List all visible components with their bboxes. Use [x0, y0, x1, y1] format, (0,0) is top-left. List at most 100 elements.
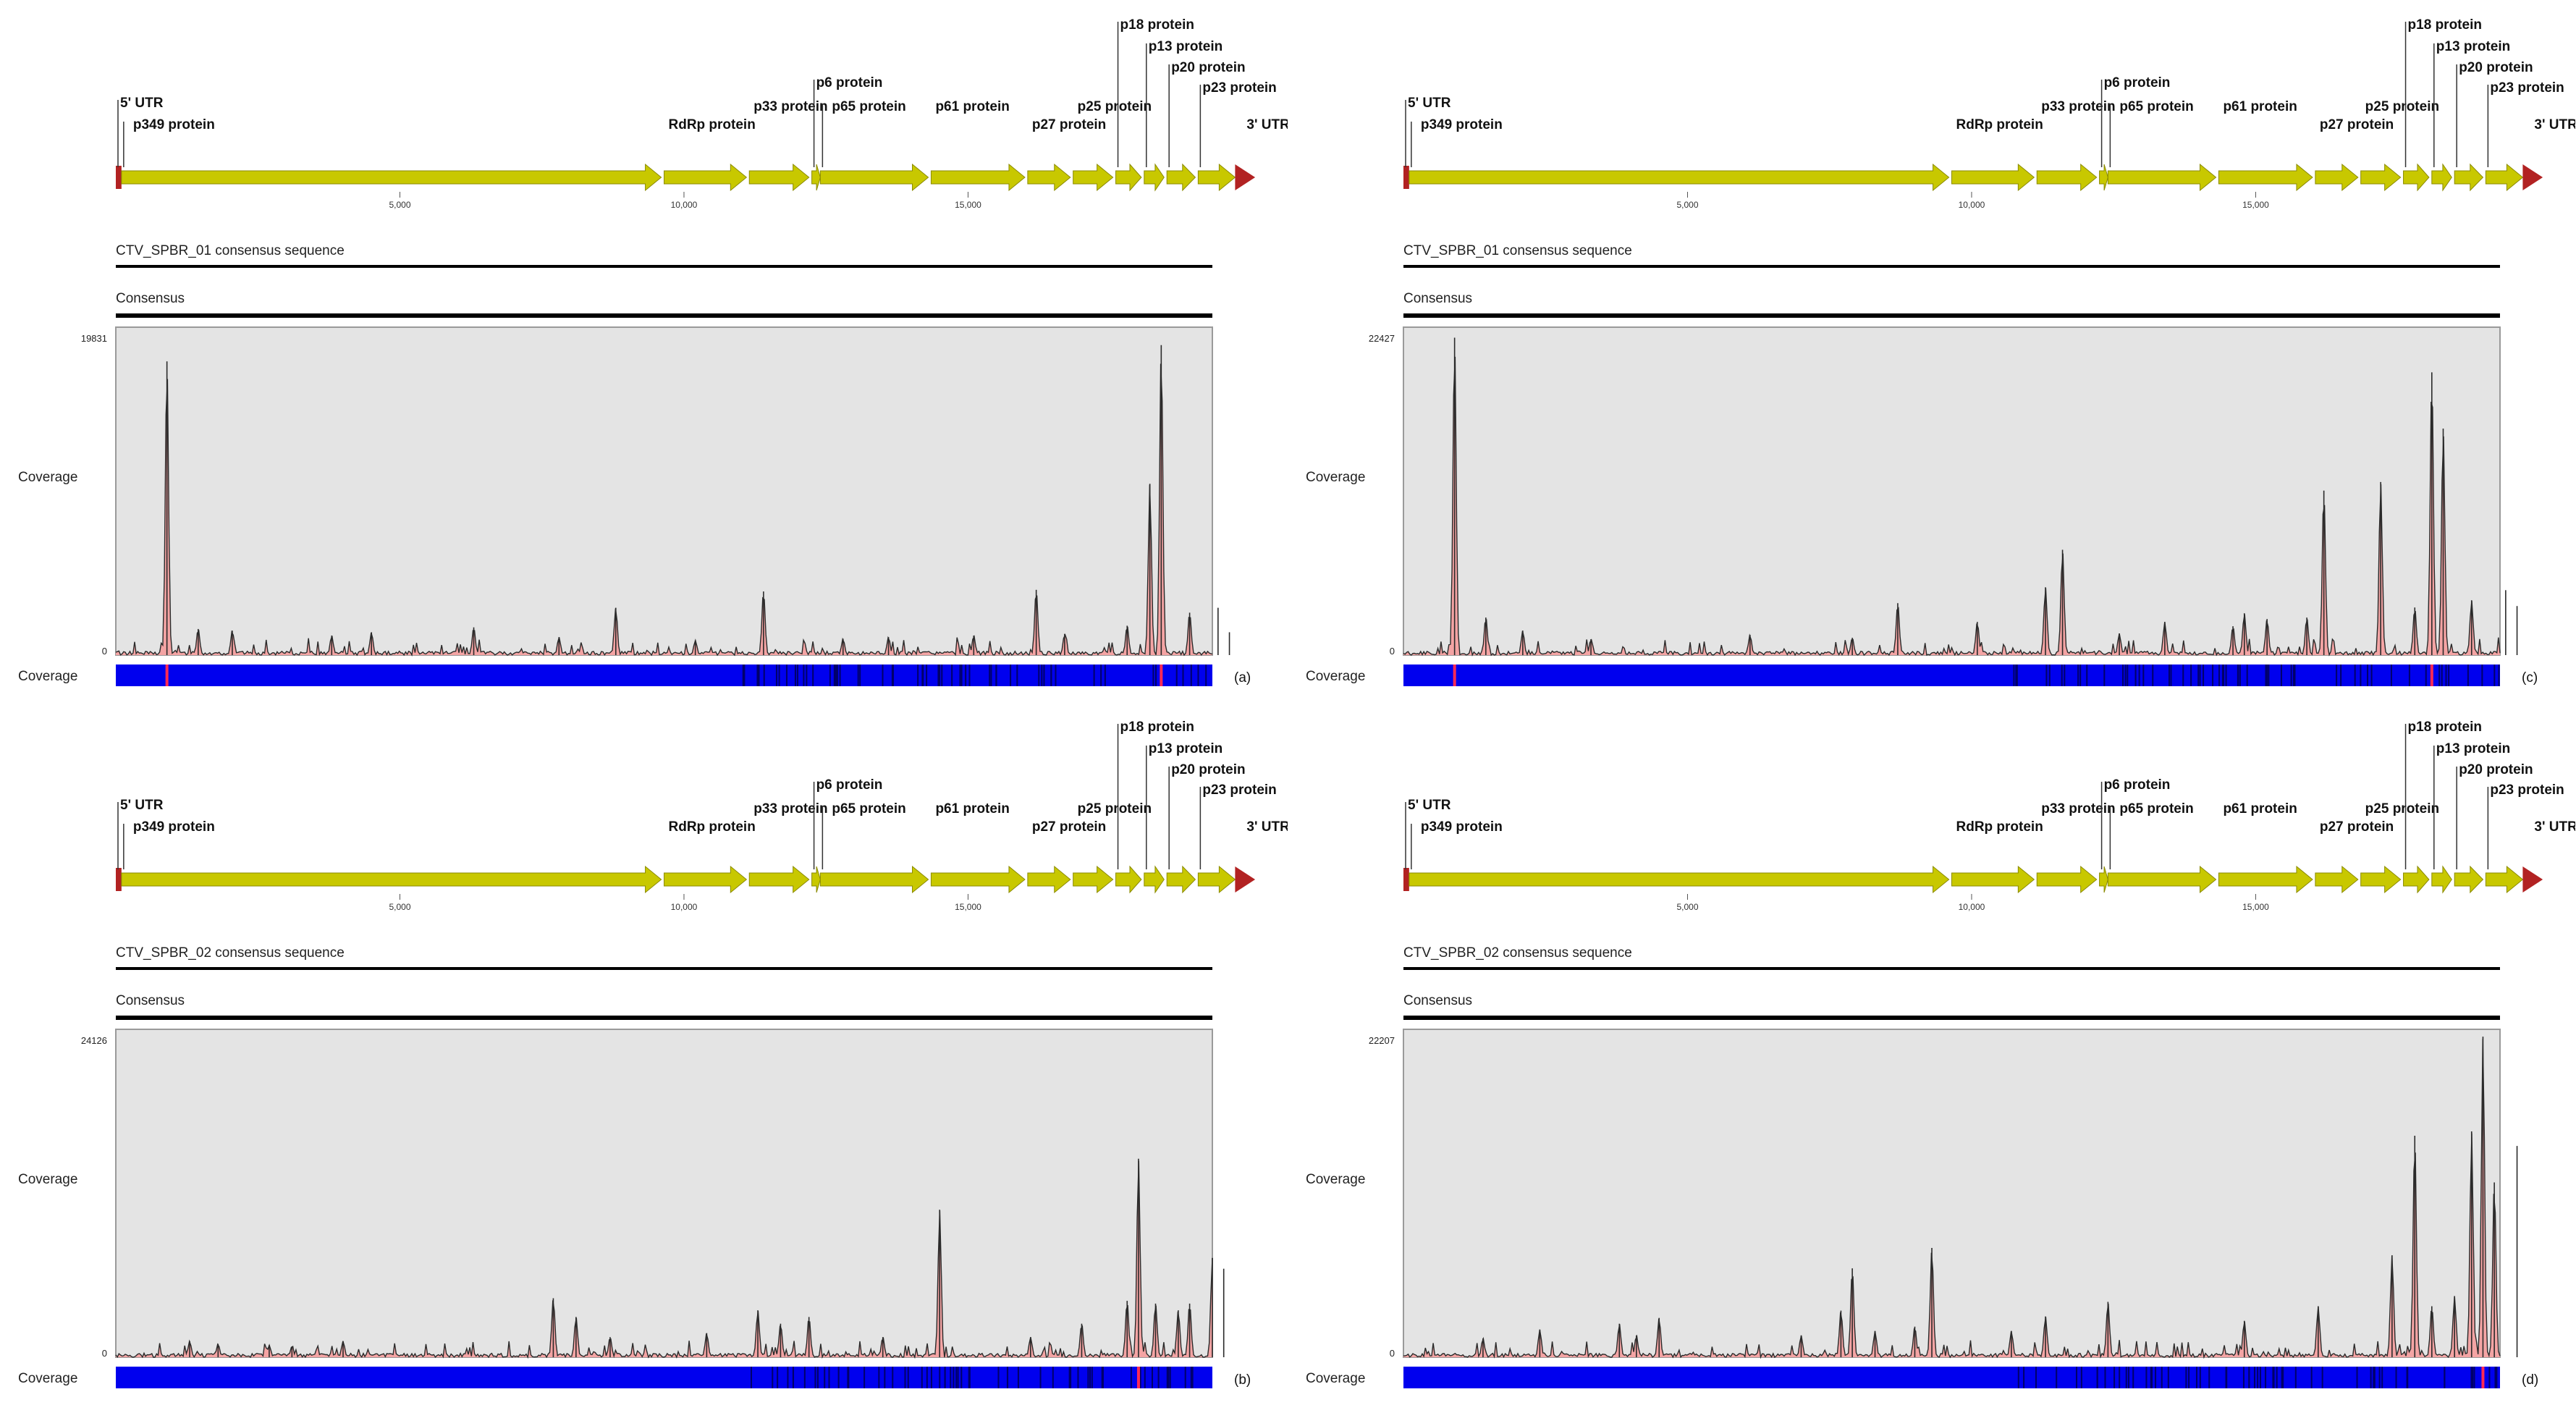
coverage-bar-tick	[2294, 664, 2296, 686]
axis-tick-label: 15,000	[955, 902, 981, 912]
coverage-bar-tick	[796, 664, 798, 686]
coverage-bar-tick	[839, 664, 841, 686]
cds-arrow	[819, 865, 929, 894]
coverage-bar-tick	[2356, 1367, 2358, 1388]
coverage-bar-tick	[1100, 664, 1102, 686]
coverage-bar-tick	[814, 1367, 816, 1388]
cds-arrow	[1409, 865, 1950, 894]
coverage-bar-tick	[2253, 1367, 2255, 1388]
coverage-bar-tick	[1055, 664, 1057, 686]
coverage-bar-tick	[829, 664, 831, 686]
coverage-bar-tick	[1016, 664, 1018, 686]
cds-arrow	[2315, 163, 2359, 192]
coverage-track	[1403, 1029, 2501, 1358]
coverage-bar-tick	[1010, 664, 1012, 686]
gene-label: p20 protein	[2459, 762, 2533, 777]
coverage-line	[115, 363, 1213, 657]
gene-label: p65 protein	[832, 99, 905, 114]
coverage-bar-tick	[836, 664, 838, 686]
gene-label: p61 protein	[935, 99, 1009, 114]
coverage-bar-tick	[944, 1367, 946, 1388]
gene-label: p6 protein	[2104, 75, 2171, 90]
coverage-bar-tick	[2381, 1367, 2383, 1388]
coverage-bar-label: Coverage	[1306, 669, 1365, 684]
coverage-bar-tick	[2272, 1367, 2274, 1388]
gene-label: p18 protein	[1120, 720, 1194, 735]
coverage-bar-tick	[1039, 1367, 1042, 1388]
coverage-bar-tick	[2208, 1367, 2210, 1388]
coverage-bar-tick	[2138, 664, 2140, 686]
coverage-bar-tick	[2221, 664, 2224, 686]
coverage-bar-tick	[960, 664, 963, 686]
coverage-bar-tick	[1139, 1367, 1141, 1388]
coverage-bar-tick	[794, 664, 796, 686]
cds-arrow	[1144, 163, 1165, 192]
cds-arrow	[748, 865, 810, 894]
coverage-bar-tick	[953, 1367, 955, 1388]
coverage-bar-tick	[2077, 664, 2079, 686]
coverage-bar-tick	[2225, 1367, 2227, 1388]
coverage-bar-tick	[2246, 664, 2248, 686]
gene-label: p23 protein	[1202, 782, 1276, 798]
gene-label: p25 protein	[1078, 99, 1152, 114]
utr-5-mark	[1403, 166, 1409, 189]
cds-arrow	[930, 865, 1026, 894]
coverage-bar-tick	[2280, 664, 2282, 686]
coverage-bar-tick	[793, 1367, 795, 1388]
cds-arrow	[1027, 163, 1071, 192]
gene-label: p23 protein	[1202, 80, 1276, 96]
coverage-bar-tick	[2124, 664, 2127, 686]
coverage-bar-tick	[778, 664, 780, 686]
coverage-bar-tick	[2496, 1367, 2498, 1388]
gene-label: p18 protein	[2408, 720, 2482, 735]
gene-label: 3' UTR	[1246, 819, 1288, 835]
coverage-chart-c: 5' UTR p349 protein RdRp protein p33 protei…	[1306, 17, 2575, 686]
panel-label: (b)	[1234, 1372, 1251, 1388]
coverage-bar-mark	[2481, 1367, 2485, 1388]
coverage-bar-tick	[1017, 1367, 1019, 1388]
utr-5-mark	[116, 166, 122, 189]
coverage-bar-tick	[1087, 1367, 1089, 1388]
coverage-bar-tick	[2390, 664, 2392, 686]
coverage-track	[1403, 326, 2501, 656]
cds-arrow	[2431, 163, 2452, 192]
coverage-bar-tick	[1167, 1367, 1170, 1388]
coverage-bar-tick	[1007, 1367, 1009, 1388]
coverage-bar-tick	[2265, 664, 2267, 686]
coverage-bar-tick	[926, 1367, 928, 1388]
coverage-bar-tick	[959, 664, 961, 686]
coverage-bar-tick	[926, 664, 928, 686]
coverage-bar-tick	[1197, 664, 1199, 686]
coverage-bar-tick	[2195, 1367, 2197, 1388]
gene-label: p13 protein	[1149, 741, 1222, 756]
coverage-bar-tick	[1157, 1367, 1160, 1388]
coverage-chart-a: 5' UTR p349 protein RdRp protein p33 protei…	[18, 17, 1288, 686]
coverage-bar-tick	[2013, 664, 2015, 686]
coverage-bar-tick	[2199, 664, 2201, 686]
y-axis-label: Coverage	[18, 1172, 77, 1187]
coverage-bar-tick	[824, 1367, 826, 1388]
gene-label: p13 protein	[2436, 741, 2510, 756]
coverage-bar-tick	[2017, 1367, 2019, 1388]
coverage-bar-tick	[2167, 1367, 2169, 1388]
utr-3-arrow	[2522, 866, 2543, 893]
gene-label: 3' UTR	[1246, 117, 1288, 132]
coverage-bar-tick	[2023, 1367, 2025, 1388]
coverage-bar-tick	[2203, 664, 2205, 686]
coverage-bar-tick	[922, 664, 924, 686]
coverage-bar-tick	[1052, 1367, 1054, 1388]
sequence-title: CTV_SPBR_02 consensus sequence	[116, 945, 345, 961]
gene-label: p27 protein	[2320, 819, 2394, 835]
coverage-bar-tick	[907, 1367, 909, 1388]
coverage-bar-tick	[1104, 664, 1106, 686]
coverage-bar-tick	[968, 1367, 970, 1388]
coverage-bar	[116, 1367, 1212, 1388]
gene-label: RdRp protein	[669, 819, 756, 835]
coverage-bar-tick	[1043, 664, 1045, 686]
coverage-panel-a: 5' UTR p349 protein RdRp protein p33 protei…	[0, 0, 1288, 702]
cds-arrow	[819, 163, 929, 192]
coverage-bar-tick	[2276, 1367, 2278, 1388]
coverage-bar-tick	[835, 664, 837, 686]
coverage-bar-label: Coverage	[18, 1371, 77, 1386]
coverage-bar-tick	[2182, 664, 2184, 686]
